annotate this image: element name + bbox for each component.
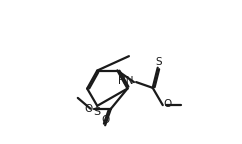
- Text: S: S: [155, 57, 162, 67]
- Text: O: O: [101, 115, 109, 125]
- Text: O: O: [164, 99, 172, 109]
- Text: O: O: [85, 104, 93, 114]
- Text: S: S: [93, 107, 100, 117]
- Text: HN: HN: [118, 76, 133, 86]
